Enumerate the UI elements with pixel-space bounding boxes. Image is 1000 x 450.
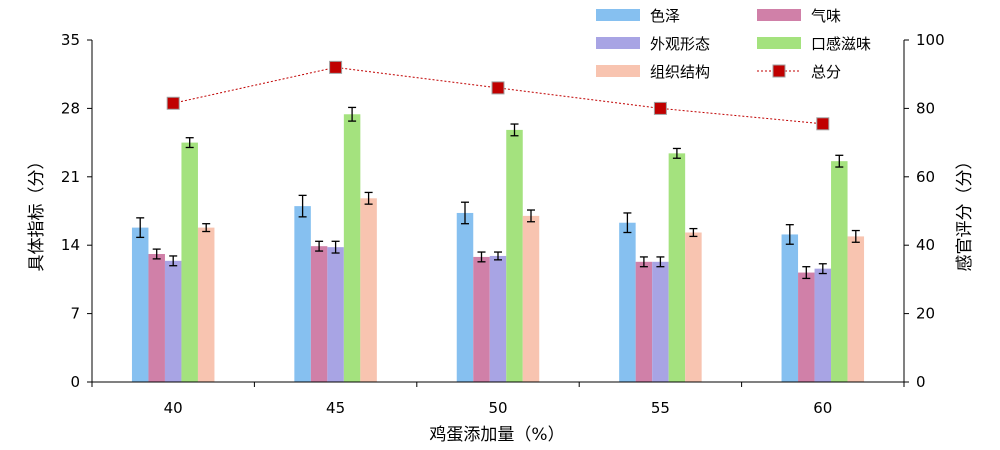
x-tick-label: 40	[164, 399, 183, 417]
y-tick-label: 0	[70, 373, 80, 391]
legend-label: 气味	[811, 7, 841, 25]
bar	[197, 227, 215, 382]
y2-tick-label: 60	[916, 168, 935, 186]
bar	[652, 261, 669, 382]
y2-tick-label: 100	[916, 31, 945, 49]
legend-label: 总分	[811, 63, 841, 81]
y-tick-label: 7	[70, 305, 80, 323]
axes-layer: 0 7 14 21 28 35 0 20 40 60 80 100 40 45 50 55 60	[61, 31, 945, 417]
bar	[489, 255, 507, 382]
legend-marker	[772, 64, 786, 78]
legend-swatch	[757, 9, 801, 21]
bar	[522, 215, 540, 382]
x-tick-label: 60	[813, 399, 832, 417]
error-bars-layer	[136, 106, 860, 280]
y-axis-title: 具体指标（分）	[27, 153, 47, 272]
legend-swatch	[596, 37, 640, 49]
bar	[831, 161, 848, 382]
bars-layer	[131, 114, 865, 383]
bar	[310, 246, 328, 382]
x-tick-label: 45	[326, 399, 345, 417]
total-score-line-layer	[166, 60, 830, 131]
total-score-marker	[329, 60, 343, 74]
x-axis-title: 鸡蛋添加量（%）	[429, 425, 564, 445]
bar	[685, 232, 702, 382]
y2-tick-label: 40	[916, 236, 935, 254]
y-tick-label: 28	[61, 99, 80, 117]
bar	[164, 260, 182, 382]
bar	[360, 198, 377, 382]
bar	[456, 212, 474, 382]
y2-axis-title: 感官评分（分）	[955, 153, 975, 272]
total-score-marker	[816, 117, 830, 131]
bar	[148, 253, 165, 382]
bar	[473, 256, 490, 382]
y-tick-label: 35	[61, 31, 80, 49]
legend-swatch	[596, 65, 640, 77]
total-score-marker	[653, 101, 667, 115]
bar	[781, 234, 799, 382]
y-tick-label: 21	[61, 168, 80, 186]
bar	[131, 227, 149, 382]
legend-label: 组织结构	[650, 63, 710, 81]
bar	[181, 142, 198, 382]
legend-label: 口感滋味	[811, 35, 871, 53]
bar	[635, 261, 653, 382]
bar	[668, 153, 686, 382]
total-score-line	[173, 66, 823, 125]
y2-tick-label: 80	[916, 99, 935, 117]
bar	[619, 222, 636, 382]
total-score-marker	[491, 81, 505, 95]
bar	[847, 236, 865, 382]
bar	[798, 272, 815, 382]
x-tick-label: 55	[651, 399, 670, 417]
bar	[506, 129, 523, 382]
bar	[327, 247, 344, 382]
legend-label: 色泽	[650, 7, 680, 25]
legend-swatch	[596, 9, 640, 21]
bar	[294, 206, 311, 382]
y2-tick-label: 20	[916, 305, 935, 323]
legend-swatch	[757, 37, 801, 49]
y2-tick-label: 0	[916, 373, 926, 391]
x-tick-label: 50	[488, 399, 507, 417]
total-score-marker	[166, 96, 180, 110]
y-tick-label: 14	[61, 236, 80, 254]
bar	[343, 114, 361, 383]
bar	[814, 268, 832, 382]
legend-label: 外观形态	[650, 35, 710, 53]
